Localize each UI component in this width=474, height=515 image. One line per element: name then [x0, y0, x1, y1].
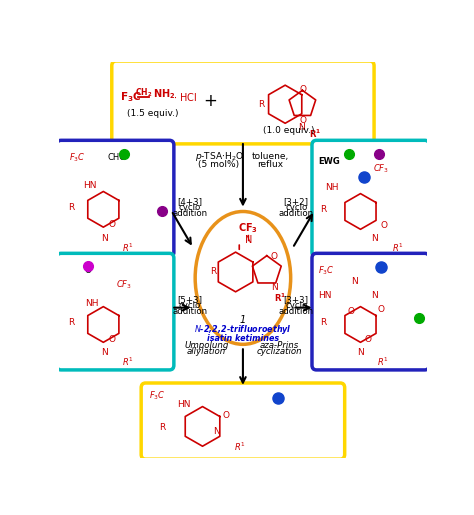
- Text: N: N: [351, 277, 358, 286]
- Text: [5+3]: [5+3]: [177, 295, 202, 304]
- Text: N: N: [101, 234, 108, 243]
- Text: O: O: [347, 307, 355, 316]
- Text: O: O: [109, 220, 116, 229]
- Text: (1.5 equiv.): (1.5 equiv.): [127, 109, 179, 118]
- Text: N: N: [213, 426, 220, 436]
- Text: R: R: [68, 318, 74, 327]
- Text: O: O: [85, 266, 92, 276]
- Text: cyclo: cyclo: [285, 203, 307, 212]
- Text: N: N: [245, 235, 252, 245]
- Text: N: N: [372, 234, 378, 243]
- Text: O: O: [109, 335, 116, 344]
- Text: R: R: [68, 203, 74, 212]
- Text: $\mathbf{NH_2}$: $\mathbf{NH_2}$: [153, 88, 175, 101]
- Text: O: O: [377, 305, 384, 314]
- Text: 1: 1: [240, 315, 246, 324]
- Text: $CF_3$: $CF_3$: [374, 162, 389, 175]
- Text: $\cdot$ HCl: $\cdot$ HCl: [173, 92, 197, 104]
- Text: N: N: [298, 123, 305, 132]
- Text: O: O: [381, 221, 388, 230]
- Text: O: O: [299, 84, 306, 94]
- Text: cyclo: cyclo: [179, 203, 201, 212]
- Text: reflux: reflux: [257, 160, 283, 168]
- Text: [3+3]: [3+3]: [284, 295, 309, 304]
- Text: toluene,: toluene,: [252, 152, 289, 161]
- FancyBboxPatch shape: [312, 253, 429, 370]
- Text: $R^1$: $R^1$: [122, 242, 133, 254]
- Text: $F_3C$: $F_3C$: [149, 389, 166, 402]
- Text: HN: HN: [177, 400, 190, 409]
- Text: addition: addition: [279, 209, 314, 218]
- Text: R: R: [160, 423, 166, 432]
- Text: $\mathbf{F_3C}$: $\mathbf{F_3C}$: [120, 91, 142, 105]
- Text: cyclization: cyclization: [257, 347, 302, 356]
- Text: R: R: [258, 100, 264, 109]
- Text: HN: HN: [83, 181, 97, 190]
- Text: (5 mol%): (5 mol%): [199, 160, 240, 168]
- Text: N: N: [271, 283, 277, 293]
- Text: $\mathbf{CH_2}$: $\mathbf{CH_2}$: [135, 87, 152, 99]
- Text: O: O: [271, 252, 278, 261]
- Text: $F_3C$: $F_3C$: [69, 152, 86, 164]
- Text: N: N: [357, 348, 364, 357]
- Text: CHO: CHO: [107, 153, 126, 162]
- Text: $\mathbf{CF_3}$: $\mathbf{CF_3}$: [238, 221, 258, 235]
- Text: R: R: [320, 205, 326, 214]
- Text: +: +: [203, 93, 217, 110]
- Text: cyclo: cyclo: [179, 301, 201, 310]
- Text: R: R: [320, 318, 326, 327]
- Text: $\mathrm{N}$: $\mathrm{N}$: [372, 289, 379, 300]
- Text: HN: HN: [318, 291, 332, 300]
- FancyBboxPatch shape: [57, 253, 174, 370]
- Text: $R^1$: $R^1$: [377, 356, 389, 368]
- Ellipse shape: [195, 212, 291, 345]
- FancyBboxPatch shape: [57, 140, 174, 257]
- Text: (1.0 equiv.): (1.0 equiv.): [263, 126, 315, 134]
- Text: $\mathbf{R^1}$: $\mathbf{R^1}$: [273, 291, 286, 304]
- Text: O: O: [299, 115, 306, 125]
- Text: O: O: [364, 335, 371, 344]
- Text: [3+2]: [3+2]: [284, 197, 309, 207]
- Text: $R^1$: $R^1$: [392, 242, 403, 254]
- Text: cyclo: cyclo: [285, 301, 307, 310]
- Text: addition: addition: [279, 307, 314, 316]
- FancyBboxPatch shape: [141, 383, 345, 459]
- Text: O: O: [223, 411, 230, 420]
- Text: N: N: [101, 348, 108, 357]
- Text: NH: NH: [85, 299, 99, 307]
- Text: addition: addition: [172, 209, 207, 218]
- Text: addition: addition: [172, 307, 207, 316]
- Text: $CF_3$: $CF_3$: [116, 279, 132, 291]
- Text: [4+3]: [4+3]: [177, 197, 202, 207]
- Text: $N$-2,2,2-trifluoroethyl: $N$-2,2,2-trifluoroethyl: [194, 323, 292, 336]
- Text: Umpolung: Umpolung: [184, 341, 228, 350]
- FancyBboxPatch shape: [312, 140, 429, 257]
- Text: $F_3C$: $F_3C$: [318, 265, 335, 277]
- Text: isatin ketimines: isatin ketimines: [207, 334, 279, 342]
- Text: EWG: EWG: [318, 157, 340, 166]
- Text: $R^1$: $R^1$: [122, 356, 133, 368]
- Text: $\mathbf{R^1}$: $\mathbf{R^1}$: [309, 128, 321, 140]
- Text: R: R: [210, 267, 217, 277]
- Text: aza-Prins: aza-Prins: [260, 341, 299, 350]
- FancyBboxPatch shape: [112, 61, 374, 144]
- Text: allylation: allylation: [187, 347, 226, 356]
- Text: $R^1$: $R^1$: [234, 440, 246, 453]
- Text: NH: NH: [326, 183, 339, 193]
- Text: $p$-TSA$\cdot$H$_2$O: $p$-TSA$\cdot$H$_2$O: [195, 150, 244, 163]
